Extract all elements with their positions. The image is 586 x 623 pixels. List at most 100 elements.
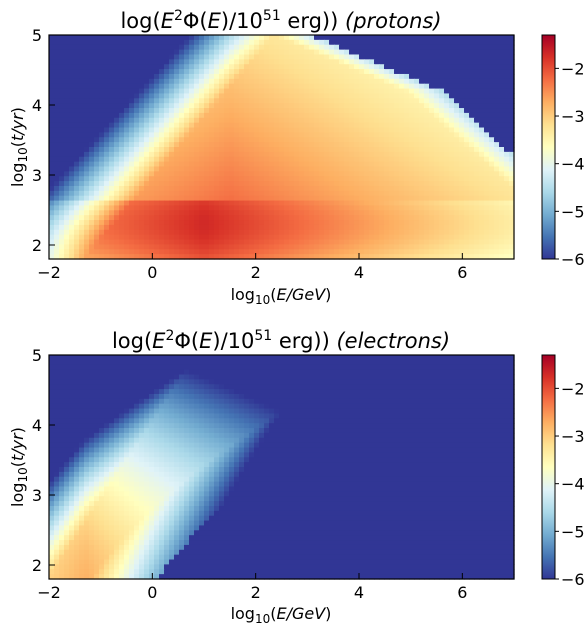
heatmap-cell	[359, 166, 365, 172]
heatmap-cell	[54, 195, 60, 202]
heatmap-cell	[149, 49, 155, 56]
heatmap-cell	[154, 127, 160, 133]
heatmap-cell	[404, 54, 410, 60]
heatmap-cell	[89, 374, 95, 380]
heatmap-cell	[309, 88, 315, 95]
heatmap-cell	[459, 195, 465, 202]
heatmap-cell	[254, 122, 260, 129]
heatmap-cell	[69, 44, 75, 51]
heatmap-cell	[204, 122, 210, 129]
heatmap-cell	[504, 88, 510, 95]
heatmap-cell	[144, 54, 150, 60]
heatmap-cell	[434, 171, 440, 177]
heatmap-cell	[94, 88, 100, 95]
heatmap-cell	[509, 244, 515, 250]
heatmap-cell	[259, 176, 265, 182]
heatmap-cell	[74, 122, 80, 129]
heatmap-cell	[99, 229, 105, 236]
heatmap-cell	[314, 215, 320, 221]
heatmap-cell	[254, 54, 260, 60]
heatmap-cell	[474, 229, 480, 236]
heatmap-cell	[469, 161, 475, 168]
heatmap-cell	[409, 69, 415, 75]
heatmap-cell	[94, 190, 100, 197]
heatmap-cell	[139, 369, 145, 376]
heatmap-cell	[419, 176, 425, 182]
heatmap-cell	[279, 185, 285, 192]
heatmap-cell	[114, 215, 120, 221]
heatmap-cell	[354, 210, 360, 216]
heatmap-cell	[239, 384, 245, 390]
heatmap-cell	[229, 210, 235, 216]
heatmap-cell	[244, 69, 250, 75]
heatmap-cell	[174, 44, 180, 51]
heatmap-cell	[284, 35, 290, 41]
heatmap-cell	[444, 73, 450, 80]
heatmap-cell	[74, 229, 80, 236]
heatmap-cell	[379, 59, 385, 65]
heatmap-cell	[494, 132, 500, 138]
heatmap-cell	[359, 35, 365, 41]
heatmap-cell	[134, 49, 140, 56]
heatmap-cell	[69, 137, 75, 143]
heatmap-cell	[244, 35, 250, 41]
heatmap-cell	[509, 369, 515, 376]
heatmap-cell	[469, 98, 475, 104]
heatmap-cell	[174, 161, 180, 168]
heatmap-cell	[134, 54, 140, 60]
heatmap-cell	[329, 239, 335, 245]
heatmap-cell	[209, 39, 215, 46]
heatmap-cell	[474, 132, 480, 138]
heatmap-cell	[219, 69, 225, 75]
heatmap-cell	[314, 35, 320, 41]
heatmap-cell	[494, 166, 500, 172]
heatmap-cell	[319, 88, 325, 95]
heatmap-cell	[429, 215, 435, 221]
heatmap-cell	[134, 127, 140, 133]
heatmap-cell	[349, 364, 355, 371]
heatmap-cell	[129, 122, 135, 129]
heatmap-cell	[334, 132, 340, 138]
heatmap-cell	[439, 181, 445, 187]
heatmap-cell	[264, 379, 270, 385]
heatmap-cell	[394, 190, 400, 197]
heatmap-cell	[124, 195, 130, 202]
heatmap-cell	[349, 108, 355, 114]
heatmap-cell	[174, 35, 180, 41]
heatmap-cell	[324, 49, 330, 56]
heatmap-cell	[109, 122, 115, 129]
heatmap-cell	[284, 229, 290, 236]
heatmap-cell	[94, 151, 100, 158]
heatmap-cell	[354, 166, 360, 172]
heatmap-cell	[134, 35, 140, 41]
heatmap-cell	[154, 181, 160, 187]
heatmap-cell	[199, 108, 205, 114]
heatmap-cell	[184, 156, 190, 163]
heatmap-cell	[149, 229, 155, 236]
heatmap-cell	[89, 88, 95, 95]
heatmap-cell	[344, 374, 350, 380]
heatmap-cell	[129, 195, 135, 202]
heatmap-cell	[334, 205, 340, 211]
heatmap-cell	[434, 195, 440, 202]
colorbar-tick-label: −5	[561, 202, 585, 221]
heatmap-cell	[79, 176, 85, 182]
heatmap-cell	[344, 215, 350, 221]
heatmap-cell	[264, 364, 270, 371]
heatmap-cell	[509, 364, 515, 371]
heatmap-cell	[299, 108, 305, 114]
heatmap-cell	[149, 156, 155, 163]
heatmap-cell	[239, 112, 245, 119]
heatmap-cell	[229, 73, 235, 80]
heatmap-cell	[414, 98, 420, 104]
heatmap-cell	[164, 39, 170, 46]
heatmap-cell	[224, 88, 230, 95]
heatmap-cell	[479, 59, 485, 65]
heatmap-cell	[394, 254, 400, 260]
heatmap-cell	[219, 171, 225, 177]
heatmap-cell	[119, 103, 125, 109]
heatmap-cell	[284, 64, 290, 70]
heatmap-cell	[154, 122, 160, 129]
heatmap-cell	[134, 108, 140, 114]
heatmap-cell	[139, 112, 145, 119]
